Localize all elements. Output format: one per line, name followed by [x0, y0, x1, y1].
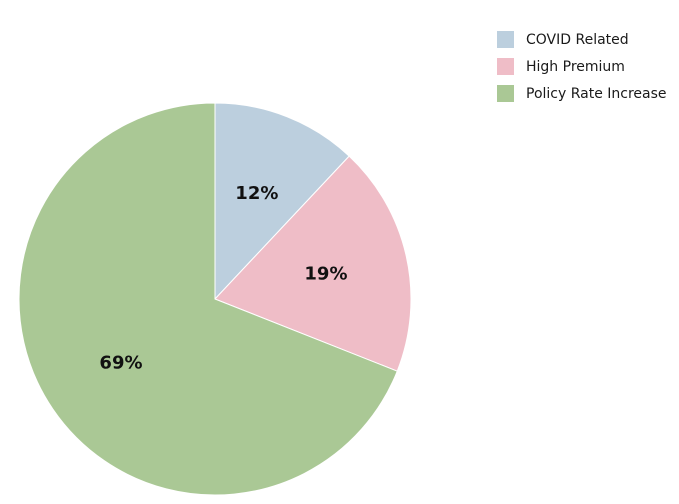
legend: COVID Related High Premium Policy Rate I… [497, 26, 667, 107]
legend-item-policy-rate-increase: Policy Rate Increase [497, 80, 667, 107]
data-label-policy-rate-increase: 69% [99, 352, 142, 373]
legend-item-high-premium: High Premium [497, 53, 667, 80]
pie-slice-policy-rate-increase [18, 102, 398, 496]
legend-swatch-policy-rate-increase [497, 85, 514, 102]
data-label-high-premium: 19% [304, 264, 347, 285]
data-label-covid-related: 12% [235, 183, 278, 204]
pie-slice-covid-related [214, 102, 350, 301]
pie-slice-high-premium [214, 155, 412, 372]
pie-slices [18, 102, 412, 496]
legend-label-covid-related: COVID Related [526, 31, 629, 48]
legend-swatch-covid-related [497, 31, 514, 48]
legend-swatch-high-premium [497, 58, 514, 75]
legend-label-policy-rate-increase: Policy Rate Increase [526, 85, 667, 102]
legend-label-high-premium: High Premium [526, 58, 625, 75]
legend-item-covid-related: COVID Related [497, 26, 667, 53]
pie-data-labels: 12% 19% 69% [99, 183, 347, 374]
